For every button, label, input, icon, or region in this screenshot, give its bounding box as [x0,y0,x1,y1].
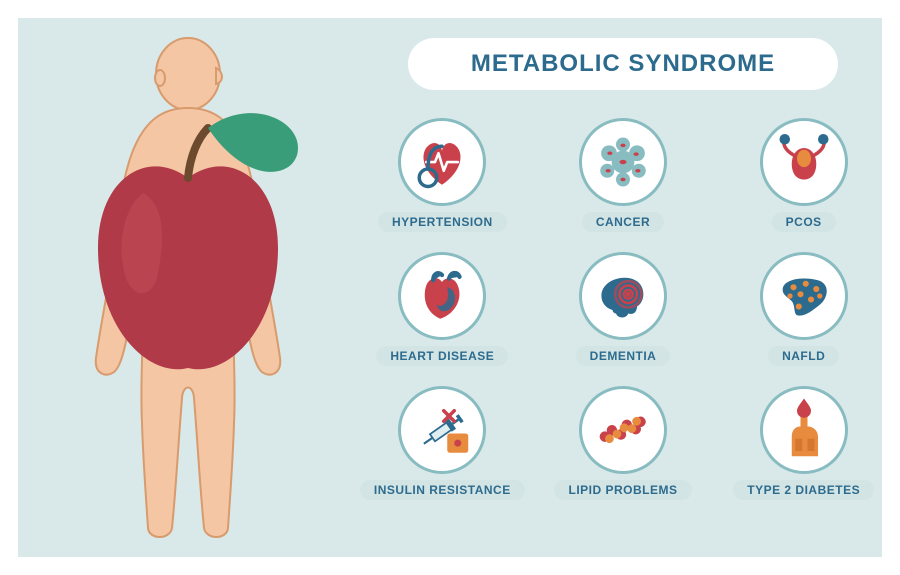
label-heart-disease: HEART DISEASE [376,346,508,366]
dementia-icon [579,252,667,340]
item-type-2-diabetes: TYPE 2 DIABETES [719,386,888,500]
item-dementia: DEMENTIA [539,252,708,366]
label-hypertension: HYPERTENSION [378,212,507,232]
cancer-icon [579,118,667,206]
label-type-2-diabetes: TYPE 2 DIABETES [733,480,874,500]
item-lipid-problems: LIPID PROBLEMS [539,386,708,500]
infographic-canvas: METABOLIC SYNDROME HYPERTENSION [0,0,900,575]
lipid-problems-icon [579,386,667,474]
item-cancer: CANCER [539,118,708,232]
title-pill: METABOLIC SYNDROME [408,38,838,90]
conditions-area: METABOLIC SYNDROME HYPERTENSION [358,28,888,548]
title-text: METABOLIC SYNDROME [471,50,775,78]
insulin-resistance-icon [398,386,486,474]
body-apple-illustration [48,28,328,548]
label-dementia: DEMENTIA [576,346,671,366]
label-cancer: CANCER [582,212,664,232]
conditions-grid: HYPERTENSION [358,118,888,500]
type-2-diabetes-icon [760,386,848,474]
item-nafld: NAFLD [719,252,888,366]
label-insulin-resistance: INSULIN RESISTANCE [360,480,525,500]
item-heart-disease: HEART DISEASE [358,252,527,366]
hypertension-icon [398,118,486,206]
item-insulin-resistance: INSULIN RESISTANCE [358,386,527,500]
pcos-icon [760,118,848,206]
label-lipid-problems: LIPID PROBLEMS [554,480,691,500]
nafld-icon [760,252,848,340]
human-figure [48,28,328,548]
item-pcos: PCOS [719,118,888,232]
label-nafld: NAFLD [768,346,839,366]
label-pcos: PCOS [772,212,836,232]
inner-panel: METABOLIC SYNDROME HYPERTENSION [18,18,882,557]
item-hypertension: HYPERTENSION [358,118,527,232]
heart-disease-icon [398,252,486,340]
